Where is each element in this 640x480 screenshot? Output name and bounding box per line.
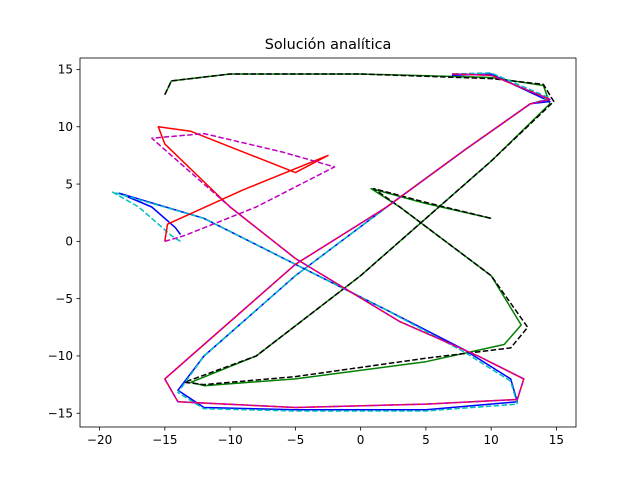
x-tick-label: 10 [484, 433, 499, 447]
y-tick-label: 0 [65, 235, 73, 249]
y-tick-label: −10 [48, 349, 73, 363]
x-tick-label: −15 [152, 433, 177, 447]
x-tick-label: −10 [217, 433, 242, 447]
chart-title: Solución analítica [265, 37, 392, 53]
x-tick-label: −20 [87, 433, 112, 447]
series-layer [111, 72, 555, 412]
y-tick-label: 10 [58, 120, 73, 134]
y-tick-label: 5 [65, 177, 73, 191]
plot-frame [79, 57, 577, 428]
x-tick-label: 0 [357, 433, 365, 447]
plot-area: −20 −15 −10 −5 0 5 10 15 −15 −10 −5 0 5 10 15 [48, 57, 577, 447]
series-line-2 [164, 73, 555, 386]
plot-background [80, 58, 576, 427]
y-tick-label: 15 [58, 63, 73, 77]
y-tick-label: −15 [48, 406, 73, 420]
x-tick-label: −5 [287, 433, 305, 447]
x-axis: −20 −15 −10 −5 0 5 10 15 [87, 427, 564, 447]
series-line-6 [151, 73, 551, 409]
y-tick-label: −5 [55, 292, 73, 306]
x-tick-label: 15 [549, 433, 564, 447]
x-tick-label: 5 [422, 433, 430, 447]
y-axis: −15 −10 −5 0 5 10 15 [48, 63, 80, 420]
